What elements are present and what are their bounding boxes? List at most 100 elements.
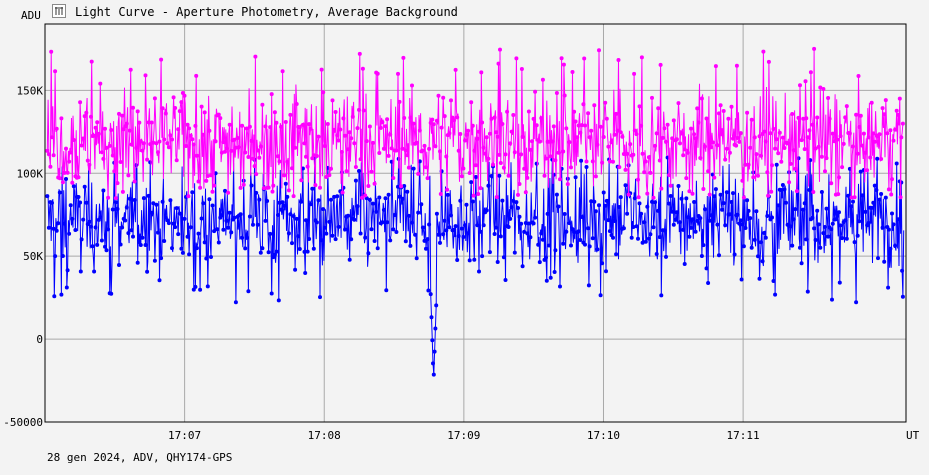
data-point [752,237,757,242]
data-point [227,122,232,127]
data-point [771,126,776,131]
data-point [899,180,904,185]
data-point [254,172,259,177]
data-point [512,250,517,255]
data-point [653,143,658,148]
data-point [623,167,628,172]
data-point [304,154,308,159]
data-point [428,120,433,125]
data-point [46,225,51,230]
data-point [849,195,854,200]
data-point [265,199,270,203]
data-point [405,153,410,158]
data-point [618,130,623,135]
data-point [288,112,293,117]
data-point [866,221,871,226]
data-point [347,257,352,262]
data-point [528,235,533,240]
data-point [314,154,319,158]
x-axis-ticks: 17:07 17:08 17:09 17:10 17:11 [168,429,760,442]
data-point [548,154,553,159]
data-point [233,145,238,150]
data-point [628,142,633,147]
data-point [626,192,631,197]
data-point [483,151,488,156]
data-point [204,256,209,261]
data-point [618,195,623,200]
data-point [589,128,594,133]
data-point [432,349,437,354]
data-point [593,174,598,179]
data-point [177,211,182,216]
x-axis-label: UT [906,429,920,442]
data-point [564,229,569,234]
data-point [324,175,329,179]
data-point [472,148,477,153]
data-point [659,293,664,298]
data-point [893,243,898,248]
data-point [198,185,203,190]
data-point [737,139,742,144]
data-point [107,143,112,148]
data-point [553,248,558,253]
data-point [179,246,184,251]
data-point [146,120,151,125]
data-point [89,59,94,64]
data-point [740,178,745,183]
data-point [389,146,394,151]
data-point [841,141,846,146]
data-point [59,292,64,297]
data-point [459,174,464,179]
data-point [501,255,506,260]
data-point [92,269,97,274]
data-point [477,269,481,274]
data-point [519,221,524,226]
data-point [726,116,731,121]
data-point [788,161,793,166]
data-point [333,237,338,242]
data-point [255,222,260,227]
data-point [470,123,475,128]
data-point [547,243,552,248]
data-point [494,195,499,200]
data-point [198,287,203,292]
data-point [249,183,254,188]
data-point [427,222,432,227]
data-point [759,240,764,245]
data-point [823,169,827,174]
data-point [442,218,447,223]
data-point [830,131,835,136]
data-point [154,141,159,146]
data-point [784,200,788,205]
data-point [456,234,461,238]
data-point [805,135,810,140]
data-point [329,197,333,202]
data-point [90,244,95,249]
data-point [288,212,293,217]
data-point [693,136,698,141]
data-point [876,256,880,261]
data-point [405,189,410,194]
data-point [501,165,506,170]
data-point [570,70,575,74]
data-point [196,179,201,184]
data-point [456,148,461,153]
x-tick-label: 17:11 [727,429,760,442]
data-point [314,220,319,225]
data-point [188,225,193,230]
data-point [760,259,765,264]
data-point [385,220,390,225]
data-point [701,243,706,248]
data-point [134,145,139,150]
data-point [221,140,226,145]
data-point [330,233,335,238]
light-curve-icon[interactable] [52,4,66,18]
data-point [703,207,707,212]
data-point [109,291,114,296]
data-point [645,204,650,209]
data-point [821,87,826,91]
data-point [734,63,739,68]
data-point [311,153,316,158]
data-point [293,145,298,150]
